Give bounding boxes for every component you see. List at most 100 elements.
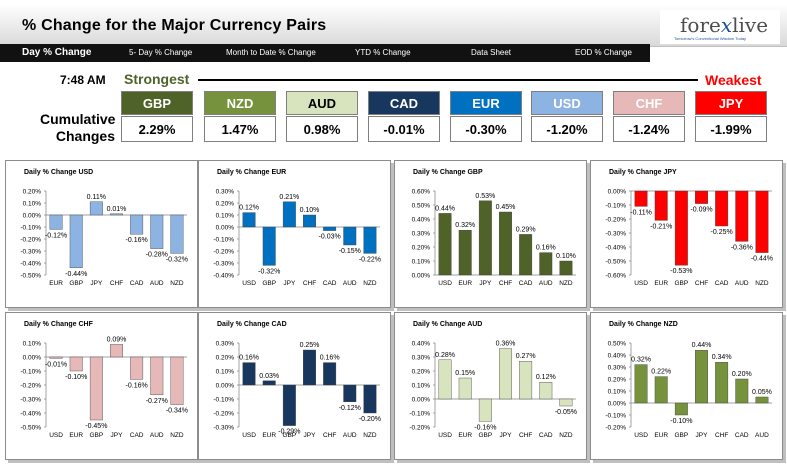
bar-aud (735, 190, 749, 242)
bar-usd (242, 212, 256, 228)
bar-chf (695, 190, 708, 204)
data-label: -0.16% (126, 382, 148, 389)
nav-data-sheet[interactable]: Data Sheet (471, 48, 512, 57)
data-label: 0.53% (475, 193, 495, 200)
x-tick-label: NZD (559, 432, 573, 439)
chart-nzd: Daily % Change NZD 0.50% 0.40% 0.30% 0.20% 0… (590, 312, 783, 460)
bar-gbp (69, 214, 83, 268)
x-tick-label: EUR (49, 280, 63, 287)
x-tick-label: EUR (262, 432, 276, 439)
x-tick-label: EUR (654, 432, 668, 439)
y-tick-label: 0.20% (412, 369, 431, 376)
data-label: -0.16% (126, 237, 148, 244)
x-tick-label: AUD (735, 280, 749, 287)
bar-eur (458, 377, 472, 400)
strongest-label: Strongest (124, 71, 190, 87)
y-tick-label: 0.40% (412, 341, 431, 348)
y-tick-label: 0.10% (608, 389, 627, 396)
nav-mtd-change[interactable]: Month to Date % Change (226, 48, 316, 57)
y-tick-label: 0.00% (216, 383, 235, 390)
data-label: 0.10% (300, 207, 320, 214)
chart-jpy: Daily % Change JPY 0.00% -0.10% -0.20% -0.3… (590, 160, 783, 308)
chart-cad-plot: 0.30% 0.20% 0.10% 0.00% -0.10% -0.20% -0.30% 0.… (213, 341, 381, 440)
bar-chf (499, 211, 512, 276)
bar-gbp (89, 356, 103, 421)
y-tick-label: 0.00% (412, 273, 431, 280)
nav-eod-change[interactable]: EOD % Change (575, 48, 632, 57)
bar-chf (303, 214, 316, 228)
chart-cad: Daily % Change CAD 0.30% 0.20% 0.10% 0.00% -… (198, 312, 391, 460)
bar-cad (715, 190, 729, 227)
data-label: -0.36% (731, 244, 753, 251)
chart-title: Daily % Change CHF (24, 321, 93, 328)
chart-aud: Daily % Change AUD 0.40% 0.30% 0.20% 0.10% 0… (394, 312, 587, 460)
data-label: -0.32% (258, 268, 280, 275)
x-tick-label: GBP (674, 432, 688, 439)
x-tick-label: USD (634, 432, 648, 439)
y-tick-label: 0.00% (412, 397, 431, 404)
data-label: -0.01% (45, 361, 67, 368)
x-tick-label: NZD (559, 280, 573, 287)
y-tick-label: -0.30% (213, 261, 234, 268)
data-label: 0.44% (435, 205, 455, 212)
bar-jpy (89, 201, 103, 216)
logo-wordmark: forexlive (680, 13, 769, 37)
y-tick-label: -0.40% (605, 245, 626, 252)
data-label: 0.32% (631, 357, 651, 364)
bar-nzd (170, 356, 184, 405)
x-tick-label: CHF (303, 280, 316, 287)
x-tick-label: USD (49, 432, 63, 439)
data-label: -0.27% (146, 398, 168, 405)
y-tick-label: -0.40% (20, 261, 41, 268)
x-tick-label: JPY (304, 432, 317, 439)
chart-usd-plot: 0.20% 0.10% 0.00% -0.10% -0.20% -0.30% -0.40% -… (20, 189, 188, 288)
chart-nzd-plot: 0.50% 0.40% 0.30% 0.20% 0.10% 0.00% -0.10% -0.2… (605, 341, 772, 439)
data-label: 0.22% (651, 369, 671, 376)
y-tick-label: 0.00% (608, 401, 627, 408)
bar-gbp (674, 190, 688, 266)
x-tick-label: AUD (150, 280, 164, 287)
y-tick-label: 0.10% (216, 213, 235, 220)
x-tick-label: CAD (519, 280, 533, 287)
x-tick-label: AUD (343, 280, 357, 287)
y-tick-label: -0.40% (213, 273, 234, 280)
nav-5day-change[interactable]: 5- Day % Change (129, 48, 193, 57)
y-tick-label: -0.50% (20, 273, 41, 280)
x-tick-label: JPY (90, 280, 103, 287)
bar-jpy (695, 350, 708, 404)
x-tick-label: CAD (323, 280, 337, 287)
forexlive-logo[interactable]: forexlive Tomorrow's Conventional Wisdom… (660, 10, 780, 44)
bar-eur (458, 229, 472, 276)
data-label: 0.11% (87, 194, 106, 201)
x-tick-label: USD (438, 280, 452, 287)
chart-gbp-plot: 0.60% 0.50% 0.40% 0.30% 0.20% 0.10% 0.00% 0.44%… (412, 189, 576, 287)
data-label: 0.21% (279, 194, 299, 201)
y-tick-label: -0.20% (20, 383, 41, 390)
y-tick-label: -0.10% (20, 225, 41, 232)
chart-title: Daily % Change CAD (217, 321, 287, 328)
y-tick-label: 0.30% (412, 355, 431, 362)
bar-usd (438, 213, 452, 276)
y-tick-label: 0.10% (23, 201, 42, 208)
data-label: -0.10% (65, 374, 87, 381)
bar-nzd (755, 190, 769, 253)
y-tick-label: 0.30% (412, 231, 431, 238)
page-title: % Change for the Major Currency Pairs (22, 17, 327, 34)
data-label: -0.12% (339, 405, 361, 412)
x-tick-label: AUD (343, 432, 357, 439)
nav-day-change[interactable]: Day % Change (22, 47, 92, 58)
y-tick-label: 0.00% (23, 213, 42, 220)
nav-ytd-change[interactable]: YTD % Change (355, 48, 411, 57)
y-tick-label: -0.20% (409, 425, 430, 432)
chart-title: Daily % Change GBP (413, 169, 483, 176)
y-tick-label: -0.10% (605, 203, 626, 210)
y-tick-label: -0.10% (20, 369, 41, 376)
bar-eur (654, 376, 668, 404)
x-tick-label: CHF (695, 280, 708, 287)
x-tick-label: CAD (715, 280, 729, 287)
y-tick-label: 0.20% (216, 201, 235, 208)
y-tick-label: 0.20% (412, 245, 431, 252)
data-label: 0.16% (536, 245, 556, 252)
currency-usd-name: USD (531, 91, 603, 115)
data-label: -0.28% (146, 252, 168, 259)
